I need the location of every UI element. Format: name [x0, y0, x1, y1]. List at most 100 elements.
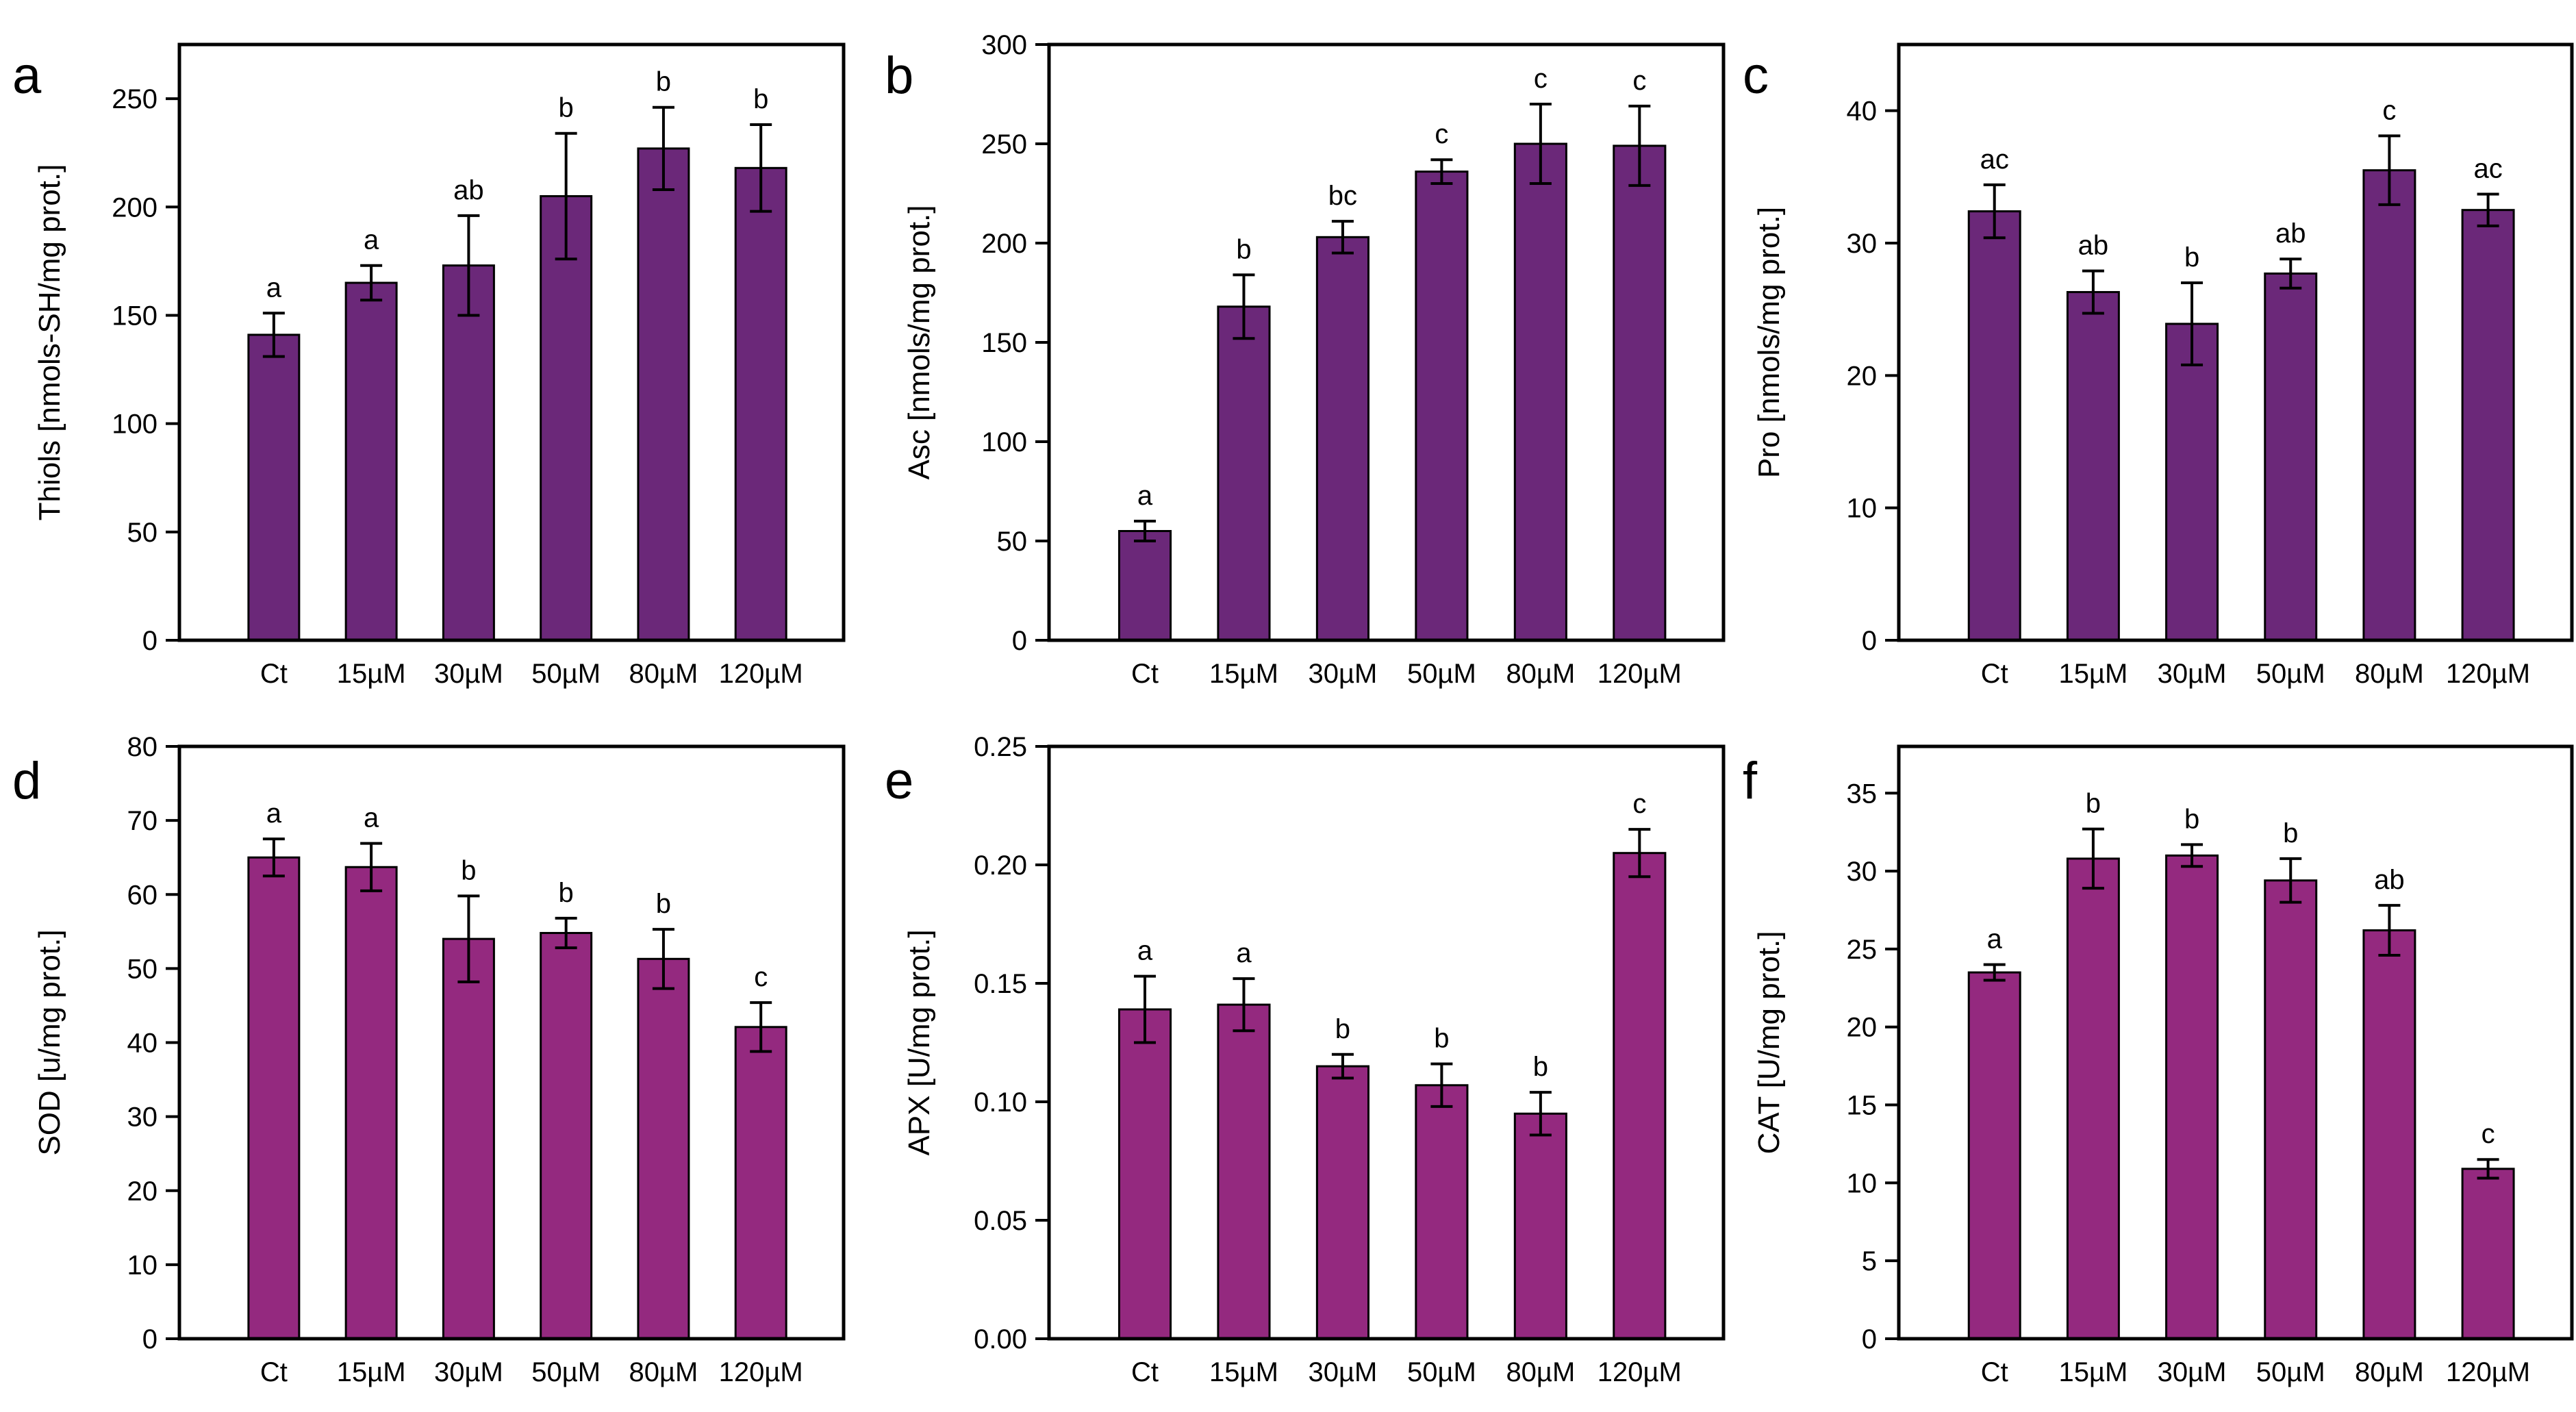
y-tick-label-f-1: 5 [1862, 1246, 1877, 1276]
y-tick-label-e-3: 0.15 [974, 969, 1027, 999]
y-tick-label-d-8: 80 [127, 732, 158, 762]
y-tick-label-d-5: 50 [127, 954, 158, 984]
bar-f-2 [2165, 854, 2219, 1340]
y-tick-label-b-2: 100 [981, 427, 1027, 457]
y-tick-label-a-0: 0 [142, 626, 157, 656]
significance-label-d-4: b [656, 889, 671, 919]
bar-b-0 [1117, 530, 1172, 642]
significance-label-b-1: b [1236, 234, 1251, 264]
significance-label-e-0: a [1137, 936, 1153, 966]
y-tick-label-e-5: 0.25 [974, 732, 1027, 762]
significance-label-c-0: ac [1980, 144, 2009, 175]
significance-label-e-5: c [1632, 789, 1646, 819]
bar-a-2 [442, 264, 495, 642]
x-tick-label-f-2: 30µM [2158, 1357, 2227, 1387]
y-tick-label-d-3: 30 [127, 1102, 158, 1133]
panel-letter-a: a [12, 47, 42, 105]
y-tick-label-d-0: 0 [142, 1324, 157, 1354]
significance-label-c-4: c [2382, 95, 2396, 125]
x-tick-label-c-0: Ct [1981, 659, 2008, 689]
significance-label-b-2: bc [1328, 181, 1357, 211]
axes-frame-e [1047, 744, 1726, 1341]
bar-c-4 [2362, 169, 2416, 642]
y-tick-label-f-3: 15 [1847, 1091, 1878, 1121]
y-tick-label-f-4: 20 [1847, 1013, 1878, 1043]
x-tick-label-c-2: 30µM [2158, 659, 2227, 689]
y-tick-label-e-4: 0.20 [974, 850, 1027, 881]
y-tick-label-b-4: 200 [981, 229, 1027, 259]
bar-c-1 [2066, 291, 2120, 642]
panel-letter-f: f [1743, 752, 1758, 810]
bar-d-5 [734, 1026, 787, 1340]
x-tick-label-b-2: 30µM [1309, 659, 1378, 689]
chart-panel-a: a 0 50 100 150 200 250 Thiols [nmols-SH/mg prot… [12, 42, 846, 689]
chart-panel-b: b 0 50 100 150 200 250 300 Asc [nmols/mg prot.] a… [885, 30, 1726, 689]
x-tick-label-e-5: 120µM [1598, 1357, 1682, 1387]
x-tick-label-e-0: Ct [1131, 1357, 1159, 1387]
y-tick-label-a-2: 100 [112, 409, 157, 440]
panel-letter-d: d [12, 752, 41, 810]
y-tick-label-e-0: 0.00 [974, 1324, 1027, 1354]
y-tick-label-c-4: 40 [1847, 97, 1878, 127]
y-tick-label-e-2: 0.10 [974, 1087, 1027, 1118]
bar-d-4 [637, 957, 690, 1340]
significance-label-a-4: b [656, 67, 671, 97]
bar-a-3 [540, 194, 593, 642]
chart-panel-e: e 0.00 0.05 0.10 0.15 0.20 0.25 APX [U/mg prot.… [885, 732, 1726, 1387]
y-tick-label-a-3: 150 [112, 301, 157, 331]
panel-letter-b: b [885, 47, 913, 105]
bar-f-3 [2264, 879, 2318, 1340]
x-tick-label-b-1: 15µM [1209, 659, 1278, 689]
y-tick-label-c-2: 20 [1847, 361, 1878, 391]
y-tick-label-d-1: 10 [127, 1250, 158, 1281]
significance-label-f-4: ab [2374, 865, 2405, 895]
bar-b-4 [1513, 142, 1567, 642]
x-tick-label-d-1: 15µM [337, 1357, 406, 1387]
y-tick-label-a-5: 250 [112, 84, 157, 114]
y-tick-label-d-4: 40 [127, 1029, 158, 1059]
y-tick-label-c-0: 0 [1862, 626, 1877, 656]
y-axis-title-d: SOD [u/mg prot.] [33, 929, 66, 1155]
x-tick-label-b-3: 50µM [1407, 659, 1476, 689]
significance-label-e-4: b [1533, 1052, 1548, 1082]
x-tick-label-a-5: 120µM [719, 659, 803, 689]
significance-label-a-1: a [364, 225, 379, 255]
y-tick-label-f-0: 0 [1862, 1324, 1877, 1354]
y-tick-label-f-5: 25 [1847, 935, 1878, 965]
significance-label-a-5: b [753, 84, 768, 114]
x-tick-label-a-0: Ct [260, 659, 288, 689]
x-tick-label-d-2: 30µM [434, 1357, 503, 1387]
x-tick-label-f-3: 50µM [2256, 1357, 2325, 1387]
significance-label-c-1: ab [2078, 231, 2109, 261]
chart-panel-c: c 0 10 20 30 40 Pro [nmols/mg prot.] ac Ct ab 15µM… [1743, 42, 2574, 689]
y-tick-label-b-6: 300 [981, 30, 1027, 60]
significance-label-d-0: a [266, 798, 282, 829]
x-tick-label-e-3: 50µM [1407, 1357, 1476, 1387]
significance-label-d-5: c [754, 962, 768, 992]
y-axis-title-b: Asc [nmols/mg prot.] [902, 205, 936, 479]
bar-d-1 [344, 866, 398, 1340]
axes-frame-a [177, 42, 846, 642]
x-tick-label-a-4: 80µM [629, 659, 698, 689]
x-tick-label-f-4: 80µM [2355, 1357, 2424, 1387]
y-tick-label-f-7: 35 [1847, 779, 1878, 809]
bar-e-1 [1217, 1003, 1271, 1340]
x-tick-label-d-4: 80µM [629, 1357, 698, 1387]
y-tick-label-b-3: 150 [981, 328, 1027, 358]
bar-d-0 [247, 856, 301, 1340]
significance-label-c-2: b [2184, 242, 2199, 273]
significance-label-f-3: b [2283, 818, 2298, 848]
bar-c-0 [1967, 210, 2021, 642]
bar-e-4 [1513, 1112, 1567, 1340]
x-tick-label-c-4: 80µM [2355, 659, 2424, 689]
panel-letter-e: e [885, 752, 913, 810]
x-tick-label-b-4: 80µM [1506, 659, 1575, 689]
bar-a-4 [637, 147, 690, 642]
significance-label-a-0: a [266, 273, 282, 303]
significance-label-f-0: a [1987, 924, 2003, 955]
x-tick-label-d-3: 50µM [531, 1357, 601, 1387]
significance-label-e-2: b [1335, 1014, 1350, 1044]
significance-label-d-1: a [364, 803, 379, 833]
axes-frame-f [1897, 744, 2574, 1341]
